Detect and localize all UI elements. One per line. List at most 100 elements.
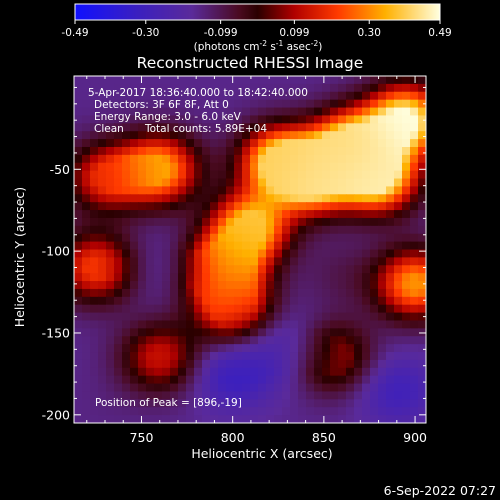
heatmap-cell [410, 367, 419, 377]
heatmap-cell [346, 146, 355, 156]
heatmap-cell [242, 241, 251, 251]
heatmap-cell [178, 320, 187, 329]
heatmap-cell [90, 115, 99, 124]
heatmap-cell [130, 107, 139, 117]
heatmap-cell [98, 304, 107, 314]
heatmap-cell [346, 352, 355, 361]
heatmap-cell [322, 352, 331, 361]
heatmap-cell [194, 328, 203, 337]
heatmap-cell [226, 383, 235, 393]
heatmap-cell [90, 217, 99, 227]
heatmap-cell [330, 131, 339, 140]
time-range-annotation: 5-Apr-2017 18:36:40.000 to 18:42:40.000 [88, 87, 308, 99]
heatmap-cell [354, 202, 363, 211]
heatmap-cell [202, 296, 211, 306]
heatmap-cell [146, 407, 155, 416]
heatmap-cell [90, 123, 99, 132]
heatmap-cell [178, 288, 187, 298]
heatmap-cell [370, 233, 379, 243]
heatmap-cell [98, 273, 107, 282]
heatmap-cell [130, 265, 139, 274]
heatmap-cell [266, 107, 275, 117]
heatmap-cell [370, 249, 379, 258]
heatmap-cell [290, 83, 299, 93]
heatmap-cell [114, 233, 123, 243]
heatmap-cell [290, 162, 299, 172]
heatmap-cell [146, 359, 155, 369]
heatmap-cell [162, 107, 171, 117]
heatmap-cell [370, 415, 379, 423]
heatmap-cell [194, 265, 203, 274]
heatmap-cell [90, 367, 99, 377]
heatmap-cell [258, 407, 267, 416]
heatmap-cell [186, 233, 195, 243]
heatmap-cell [242, 359, 251, 369]
heatmap-cell [234, 170, 243, 180]
heatmap-cell [306, 273, 315, 282]
heatmap-cell [162, 352, 171, 361]
heatmap-cell [402, 194, 411, 203]
heatmap-cell [242, 210, 251, 219]
heatmap-cell [370, 257, 379, 266]
heatmap-cell [266, 178, 275, 188]
heatmap-cell [178, 265, 187, 274]
heatmap-cell [234, 123, 243, 132]
heatmap-cell [362, 391, 371, 400]
heatmap-cell [186, 257, 195, 266]
heatmap-cell [370, 304, 379, 314]
heatmap-cell [162, 375, 171, 385]
heatmap-cell [98, 296, 107, 306]
heatmap-cell [386, 336, 395, 345]
heatmap-cell [154, 399, 163, 408]
heatmap-cell [274, 391, 283, 400]
heatmap-cell [210, 162, 219, 172]
heatmap-cell [330, 202, 339, 211]
heatmap-cell [322, 407, 331, 416]
heatmap-cell [146, 178, 155, 188]
heatmap-cell [266, 257, 275, 266]
heatmap-cell [98, 131, 107, 140]
heatmap-cell [114, 186, 123, 195]
heatmap-cell [378, 233, 387, 243]
heatmap-cell [170, 273, 179, 282]
heatmap-cell [274, 415, 283, 423]
heatmap-cell [242, 265, 251, 274]
heatmap-cell [146, 391, 155, 400]
heatmap-cell [314, 162, 323, 172]
heatmap-cell [314, 249, 323, 258]
heatmap-cell [250, 296, 259, 306]
heatmap-cell [394, 131, 403, 140]
heatmap-cell [394, 288, 403, 298]
heatmap-cell [370, 241, 379, 251]
heatmap-cell [370, 320, 379, 329]
heatmap-cell [410, 273, 419, 282]
heatmap-cell [74, 139, 83, 148]
heatmap-cell [370, 367, 379, 377]
heatmap-cell [306, 399, 315, 408]
total-counts-annotation: Total counts: 5.89E+04 [145, 123, 268, 135]
heatmap-cell [410, 352, 419, 361]
heatmap-cell [282, 131, 291, 140]
heatmap-cell [322, 257, 331, 266]
heatmap-cell [330, 139, 339, 148]
heatmap-cell [218, 320, 227, 329]
heatmap-cell [298, 257, 307, 266]
heatmap-cell [122, 91, 131, 101]
heatmap-cell [226, 194, 235, 203]
heatmap-cell [338, 131, 347, 140]
heatmap-cell [170, 170, 179, 180]
heatmap-cell [122, 123, 131, 132]
heatmap-cell [402, 352, 411, 361]
heatmap-cell [210, 296, 219, 306]
heatmap-cell [98, 76, 107, 85]
heatmap-cell [394, 273, 403, 282]
heatmap-cell [154, 391, 163, 400]
heatmap-cell [306, 415, 315, 423]
heatmap-cell [234, 407, 243, 416]
heatmap-cell [250, 107, 259, 117]
heatmap-cell [402, 139, 411, 148]
heatmap-cell [234, 107, 243, 117]
heatmap-cell [314, 131, 323, 140]
heatmap-cell [162, 202, 171, 211]
heatmap-cell [354, 296, 363, 306]
